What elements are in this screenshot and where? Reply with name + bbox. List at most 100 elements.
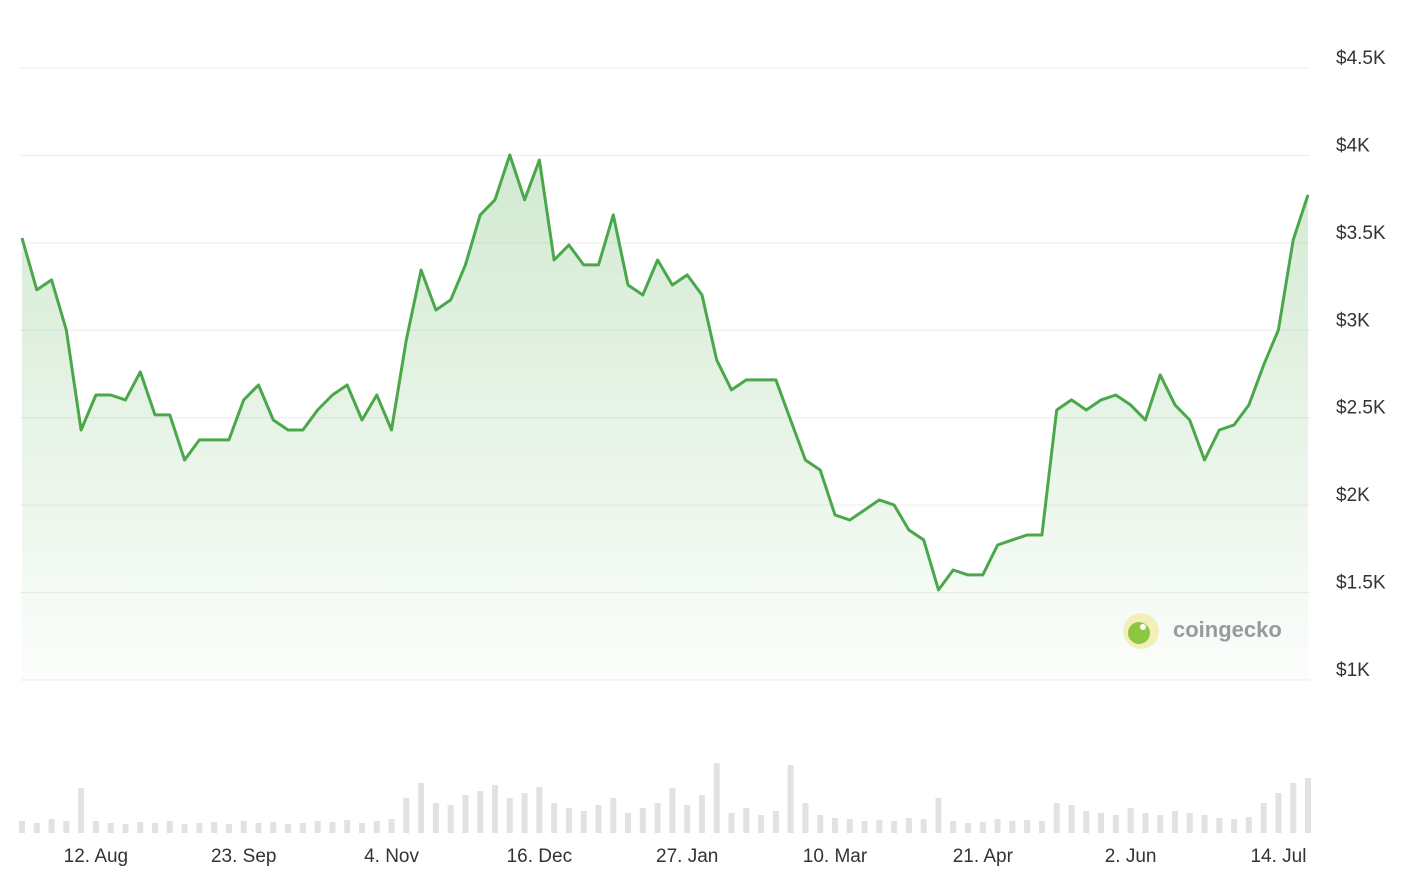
volume-bar [152, 823, 159, 833]
x-tick-label: 10. Mar [803, 846, 868, 867]
price-line [20, 153, 1310, 592]
volume-bar [1068, 805, 1075, 833]
volume-bar [432, 803, 439, 833]
volume-bar [920, 819, 927, 833]
volume-bar [358, 823, 365, 833]
volume-bar [639, 808, 646, 833]
volume-bar [299, 823, 306, 833]
volume-bar [78, 788, 85, 833]
volume-bar [1098, 813, 1105, 833]
y-tick-label: $1.5K [1336, 573, 1386, 594]
volume-bar [935, 798, 942, 833]
volume-bar [758, 815, 765, 833]
y-tick-label: $2.5K [1336, 398, 1386, 419]
volume-bar [1038, 821, 1045, 833]
volume-bar [1275, 793, 1282, 833]
volume-bar [447, 805, 454, 833]
x-tick-label: 16. Dec [507, 846, 572, 867]
watermark-logo [1123, 613, 1159, 649]
volume-bar [625, 813, 632, 833]
volume-bar [1171, 811, 1178, 833]
volume-bar [314, 821, 321, 833]
volume-bar [1009, 821, 1016, 833]
volume-bar [817, 815, 824, 833]
volume-bar [388, 819, 395, 833]
volume-bar [1024, 820, 1031, 833]
volume-bar [19, 821, 25, 833]
volume-bar [536, 787, 543, 833]
volume-bar [1201, 815, 1208, 833]
volume-bar [772, 811, 779, 833]
volume-bar [403, 798, 410, 833]
y-tick-label: $4K [1336, 135, 1370, 156]
volume-bar [137, 822, 144, 833]
volume-bar [698, 795, 705, 833]
x-tick-label: 14. Jul [1250, 846, 1306, 867]
volume-bar [565, 808, 572, 833]
volume-bar [1260, 803, 1267, 833]
volume-bar [211, 822, 218, 833]
volume-bar [891, 821, 898, 833]
volume-bar [1231, 819, 1238, 833]
volume-bar [255, 823, 262, 833]
volume-bar [787, 765, 794, 833]
volume-bar [48, 819, 55, 833]
volume-bar [1305, 778, 1311, 833]
volume-bar [950, 821, 957, 833]
volume-bar [107, 823, 114, 833]
volume-bar [580, 811, 587, 833]
volume-bar [610, 798, 617, 833]
y-tick-label: $3K [1336, 310, 1370, 331]
volume-bar [166, 821, 173, 833]
x-tick-label: 12. Aug [64, 846, 128, 867]
volume-bar [802, 803, 809, 833]
volume-bar [1157, 815, 1164, 833]
volume-bar [1053, 803, 1060, 833]
volume-bar [344, 820, 351, 833]
volume-bar [373, 821, 380, 833]
volume-bar [225, 824, 232, 833]
volume-bar [92, 821, 99, 833]
volume-bar [1290, 783, 1297, 833]
volume-bar [240, 821, 247, 833]
volume-bar [1142, 813, 1149, 833]
volume-bar [846, 819, 853, 833]
volume-bar [595, 805, 602, 833]
volume-bar [122, 824, 129, 833]
volume-bar [196, 823, 203, 833]
volume-bar [329, 822, 336, 833]
y-tick-label: $4.5K [1336, 48, 1386, 69]
volume-bar [994, 819, 1001, 833]
volume-bar [876, 820, 883, 833]
volume-bar [669, 788, 676, 833]
volume-bar [551, 803, 558, 833]
x-tick-label: 4. Nov [364, 846, 419, 867]
volume-bar [285, 824, 292, 833]
volume-bar [1216, 818, 1223, 833]
volume-bar [462, 795, 469, 833]
volume-bar [477, 791, 484, 833]
volume-bar [1112, 815, 1119, 833]
volume-bar [506, 798, 513, 833]
watermark: coingecko [1173, 617, 1282, 642]
volume-bar [33, 823, 40, 833]
area-fill [22, 154, 1308, 680]
y-tick-label: $1K [1336, 660, 1370, 681]
volume-bar [492, 785, 499, 833]
volume-bar [905, 818, 912, 833]
volume-bar [521, 793, 528, 833]
volume-bar [654, 803, 661, 833]
volume-bar [63, 821, 70, 833]
volume-bar [728, 813, 735, 833]
volume-bar [979, 822, 986, 833]
volume-bar [1127, 808, 1134, 833]
y-tick-label: $2K [1336, 485, 1370, 506]
volume-bar [270, 822, 277, 833]
x-tick-label: 23. Sep [211, 846, 277, 867]
volume-bar [713, 763, 720, 833]
volume-bar [743, 808, 750, 833]
volume-bar [684, 805, 691, 833]
volume-bar [1186, 813, 1193, 833]
volume-bar [1245, 817, 1252, 833]
